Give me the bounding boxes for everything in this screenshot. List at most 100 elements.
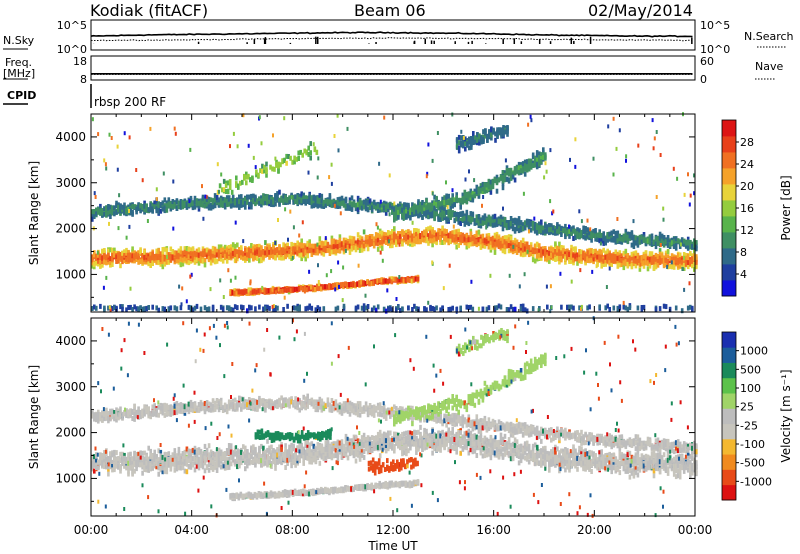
range-cell bbox=[219, 256, 223, 262]
range-cell bbox=[143, 206, 146, 212]
range-cell bbox=[656, 257, 660, 263]
range-cell bbox=[505, 220, 509, 225]
range-cell bbox=[274, 255, 277, 261]
range-cell bbox=[121, 254, 124, 260]
range-cell bbox=[302, 199, 305, 205]
range-cell bbox=[221, 247, 225, 253]
range-cell bbox=[413, 228, 416, 233]
range-cell bbox=[231, 242, 235, 248]
range-cell bbox=[433, 211, 436, 217]
range-cell bbox=[237, 289, 241, 295]
range-cell bbox=[336, 248, 340, 254]
range-cell bbox=[465, 244, 469, 250]
range-cell bbox=[693, 261, 696, 267]
range-cell bbox=[366, 235, 370, 240]
range-cell bbox=[193, 259, 197, 265]
range-cell bbox=[598, 231, 601, 237]
range-cell bbox=[207, 199, 211, 205]
range-cell bbox=[405, 229, 408, 235]
range-cell bbox=[282, 242, 285, 248]
range-cell bbox=[455, 236, 458, 242]
range-cell bbox=[554, 257, 557, 262]
range-cell bbox=[195, 201, 199, 207]
range-cell bbox=[115, 254, 118, 260]
range-cell bbox=[533, 243, 537, 249]
range-cell bbox=[662, 235, 666, 240]
range-cell bbox=[604, 261, 607, 267]
range-cell bbox=[443, 239, 446, 245]
range-cell bbox=[445, 237, 448, 243]
range-cell bbox=[197, 206, 201, 212]
range-cell bbox=[241, 290, 245, 296]
range-cell bbox=[584, 229, 587, 234]
range-cell bbox=[447, 233, 450, 239]
range-cell bbox=[417, 228, 420, 234]
range-cell bbox=[189, 258, 193, 264]
range-cell bbox=[604, 254, 607, 260]
range-cell bbox=[374, 232, 378, 238]
range-cell bbox=[463, 219, 467, 224]
range-cell bbox=[177, 200, 181, 206]
range-cell bbox=[576, 233, 579, 239]
range-cell bbox=[686, 260, 690, 265]
range-cell bbox=[405, 232, 408, 238]
range-cell bbox=[382, 200, 386, 206]
range-cell bbox=[654, 240, 658, 246]
range-cell bbox=[628, 258, 632, 264]
range-cell bbox=[443, 215, 446, 221]
range-cell bbox=[592, 254, 595, 259]
range-cell bbox=[326, 241, 330, 247]
range-cell bbox=[109, 204, 112, 210]
range-cell bbox=[258, 258, 261, 264]
range-cell bbox=[139, 205, 142, 211]
range-cell bbox=[678, 257, 682, 263]
range-cell bbox=[109, 247, 112, 253]
range-cell bbox=[364, 206, 368, 212]
range-cell bbox=[558, 226, 561, 232]
range-cell bbox=[103, 211, 106, 217]
range-cell bbox=[370, 238, 374, 244]
range-cell bbox=[391, 239, 394, 245]
range-cell bbox=[297, 286, 301, 291]
range-cell bbox=[384, 203, 388, 209]
range-cell bbox=[179, 246, 183, 252]
range-cell bbox=[300, 256, 303, 262]
range-cell bbox=[274, 201, 277, 207]
range-cell bbox=[445, 209, 448, 215]
range-cell bbox=[632, 253, 636, 259]
range-cell bbox=[105, 260, 108, 266]
range-cell bbox=[596, 237, 599, 242]
range-cell bbox=[372, 199, 376, 205]
range-cell bbox=[207, 250, 211, 256]
range-cell bbox=[111, 252, 114, 258]
range-cell bbox=[570, 258, 573, 264]
range-cell bbox=[519, 227, 523, 233]
range-cell bbox=[691, 253, 694, 259]
range-cell bbox=[415, 228, 418, 234]
range-cell bbox=[328, 199, 332, 205]
range-cell bbox=[183, 252, 187, 258]
range-cell bbox=[183, 256, 187, 262]
range-cell bbox=[205, 247, 209, 253]
range-cell bbox=[161, 264, 165, 270]
range-cell bbox=[294, 199, 297, 204]
range-cell bbox=[542, 249, 545, 255]
range-cell bbox=[604, 237, 607, 243]
range-cell bbox=[314, 195, 318, 201]
range-cell bbox=[266, 246, 269, 252]
range-cell bbox=[215, 258, 219, 264]
range-cell bbox=[352, 236, 356, 242]
range-cell bbox=[670, 240, 674, 246]
range-cell bbox=[670, 264, 674, 270]
range-cell bbox=[348, 243, 352, 249]
range-cell bbox=[149, 255, 152, 261]
range-cell bbox=[260, 245, 263, 251]
range-cell bbox=[493, 213, 497, 219]
range-cell bbox=[489, 221, 493, 227]
range-cell bbox=[684, 261, 688, 267]
range-cell bbox=[330, 235, 334, 241]
range-cell bbox=[143, 254, 146, 260]
range-cell bbox=[278, 201, 281, 207]
range-cell bbox=[389, 234, 392, 240]
range-cell bbox=[445, 232, 448, 238]
